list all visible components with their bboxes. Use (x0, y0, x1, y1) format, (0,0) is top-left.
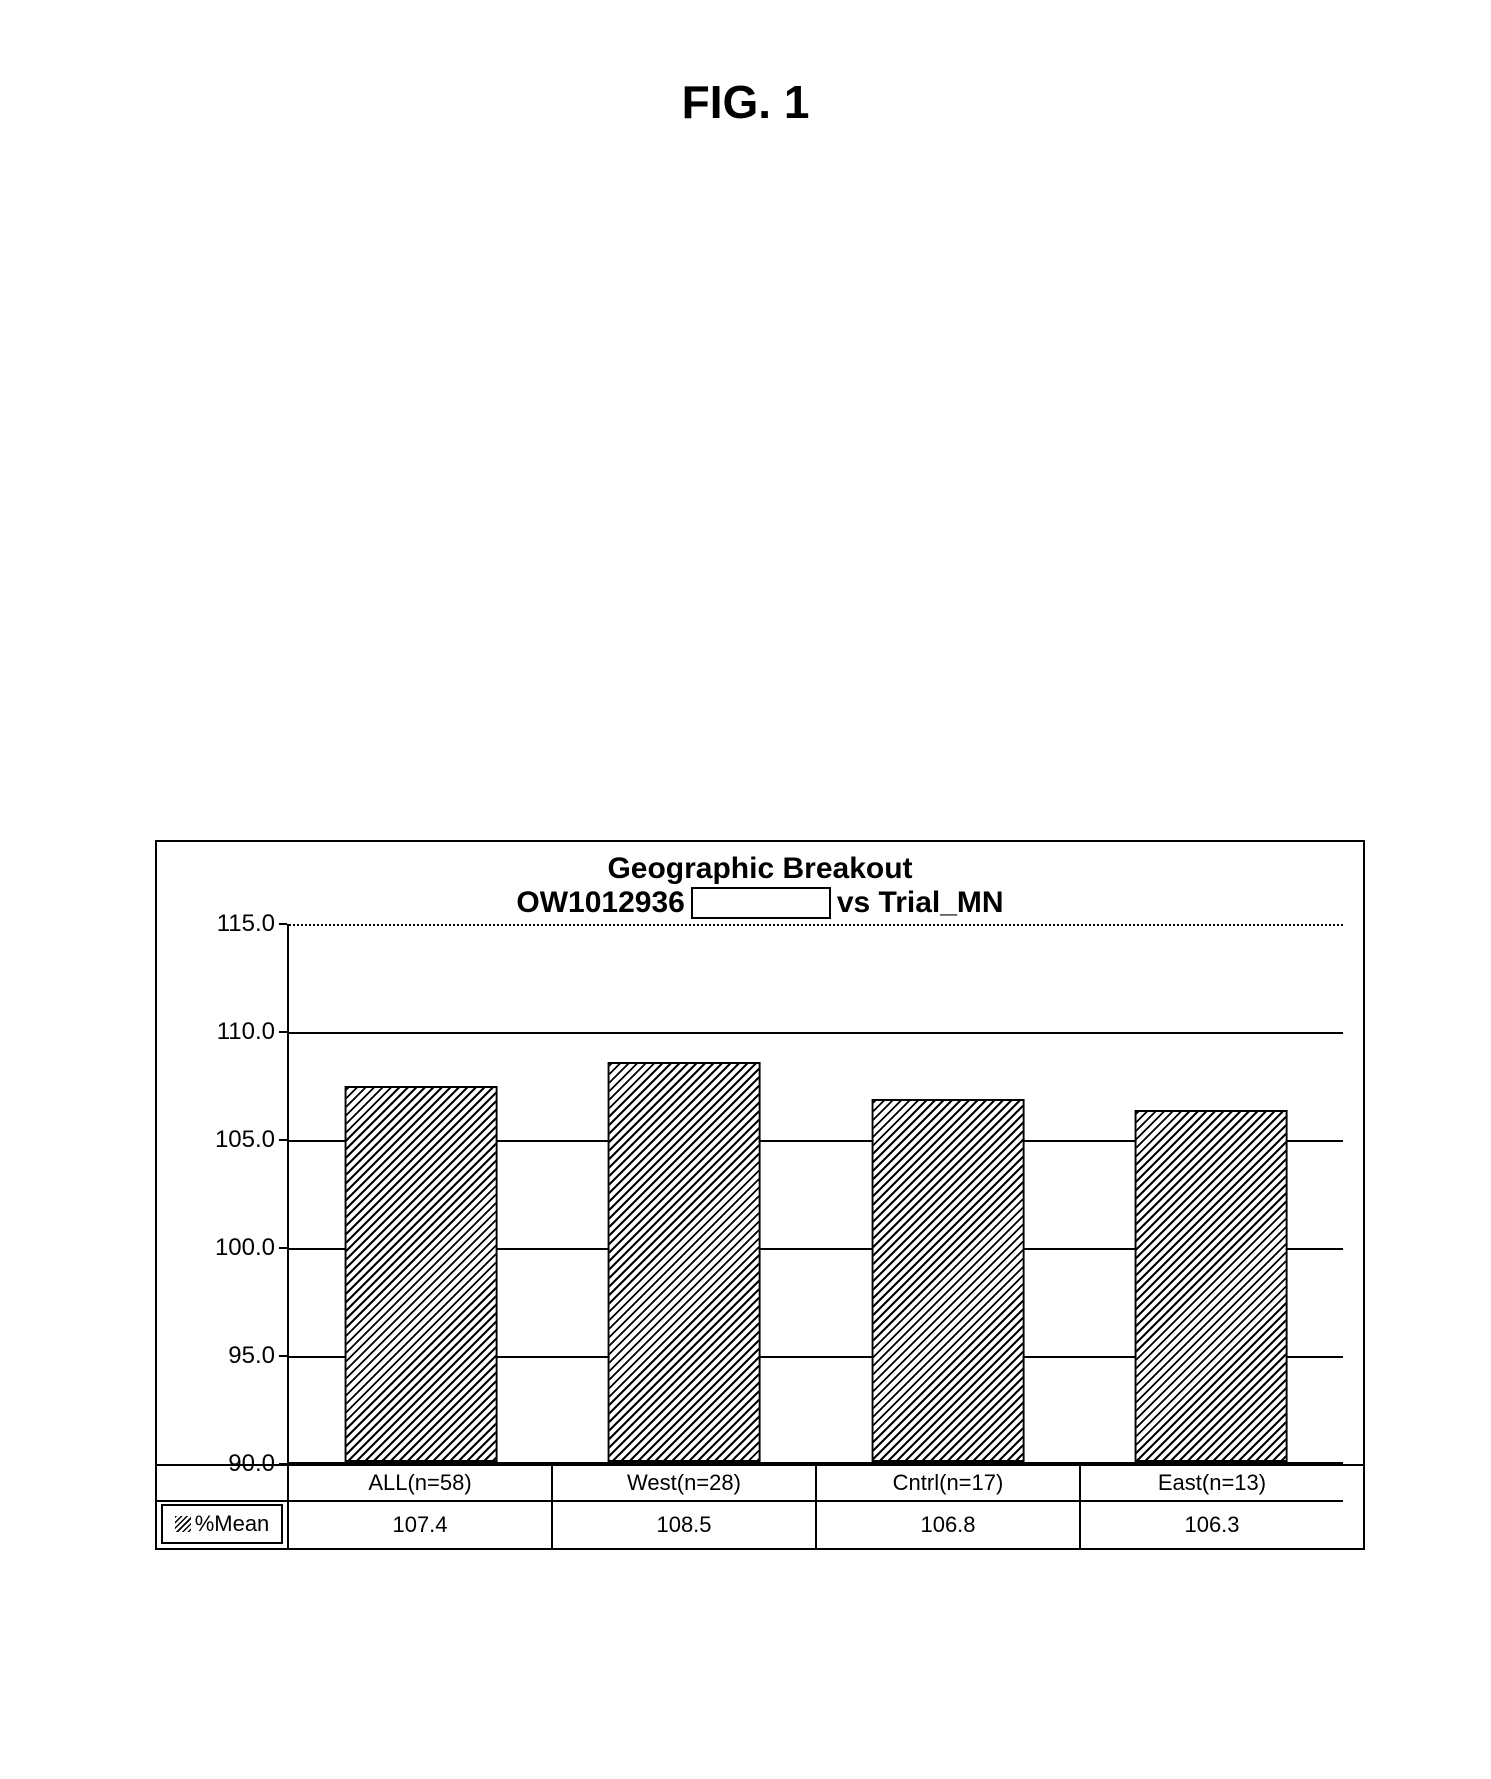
y-tick-mark (279, 1031, 287, 1033)
category-cell: Cntrl(n=17) (815, 1466, 1079, 1500)
chart-title-blank-box (691, 887, 831, 919)
legend-swatch-icon (175, 1516, 191, 1532)
category-cell: East(n=13) (1079, 1466, 1343, 1500)
category-row: ALL(n=58) West(n=28) Cntrl(n=17) East(n=… (287, 1466, 1343, 1502)
series-legend: %Mean (161, 1504, 283, 1544)
y-tick-label: 115.0 (217, 910, 275, 938)
value-cell: 106.3 (1079, 1502, 1343, 1548)
value-cell: 108.5 (551, 1502, 815, 1548)
data-table-legend-col: %Mean (157, 1466, 287, 1548)
bar-fill (346, 1088, 495, 1460)
data-table-data-col: ALL(n=58) West(n=28) Cntrl(n=17) East(n=… (287, 1466, 1343, 1548)
plot-row: 115.0110.0105.0100.095.090.0 (157, 924, 1363, 1464)
bar-fill (1137, 1112, 1286, 1460)
bar (1135, 1110, 1288, 1462)
category-cell: West(n=28) (551, 1466, 815, 1500)
category-cell: ALL(n=58) (287, 1466, 551, 1500)
y-tick-mark (279, 1355, 287, 1357)
chart-title-suffix: vs Trial_MN (837, 886, 1004, 920)
bar (344, 1086, 497, 1462)
value-row: 107.4 108.5 106.8 106.3 (287, 1502, 1343, 1548)
bar-fill (873, 1101, 1022, 1460)
y-tick-label: 105.0 (215, 1126, 275, 1154)
y-tick-label: 95.0 (228, 1342, 275, 1370)
bar-slot (816, 924, 1080, 1462)
y-tick-label: 110.0 (217, 1018, 275, 1046)
y-tick-label: 90.0 (228, 1450, 275, 1478)
y-tick-mark (279, 1247, 287, 1249)
y-tick-label: 100.0 (215, 1234, 275, 1262)
bar-slot (1080, 924, 1344, 1462)
chart-title-prefix: OW1012936 (516, 886, 684, 920)
plot-area (287, 924, 1343, 1464)
bar (871, 1099, 1024, 1462)
bar-slot (553, 924, 817, 1462)
chart-title-line1: Geographic Breakout (157, 852, 1363, 886)
data-table: %Mean ALL(n=58) West(n=28) Cntrl(n=17) E… (157, 1464, 1363, 1548)
value-cell: 107.4 (287, 1502, 551, 1548)
chart-title-line2: OW1012936 vs Trial_MN (516, 886, 1003, 920)
y-axis: 115.0110.0105.0100.095.090.0 (157, 924, 287, 1464)
y-tick-mark (279, 1139, 287, 1141)
value-cell: 106.8 (815, 1502, 1079, 1548)
bar-fill (610, 1064, 759, 1460)
chart-container: Geographic Breakout OW1012936 vs Trial_M… (155, 840, 1365, 1550)
chart-title: Geographic Breakout OW1012936 vs Trial_M… (157, 842, 1363, 924)
y-tick-mark (279, 1463, 287, 1465)
bar-slot (289, 924, 553, 1462)
figure-label: FIG. 1 (0, 75, 1491, 129)
series-label: %Mean (195, 1511, 270, 1537)
bar (608, 1062, 761, 1462)
y-tick-mark (279, 923, 287, 925)
